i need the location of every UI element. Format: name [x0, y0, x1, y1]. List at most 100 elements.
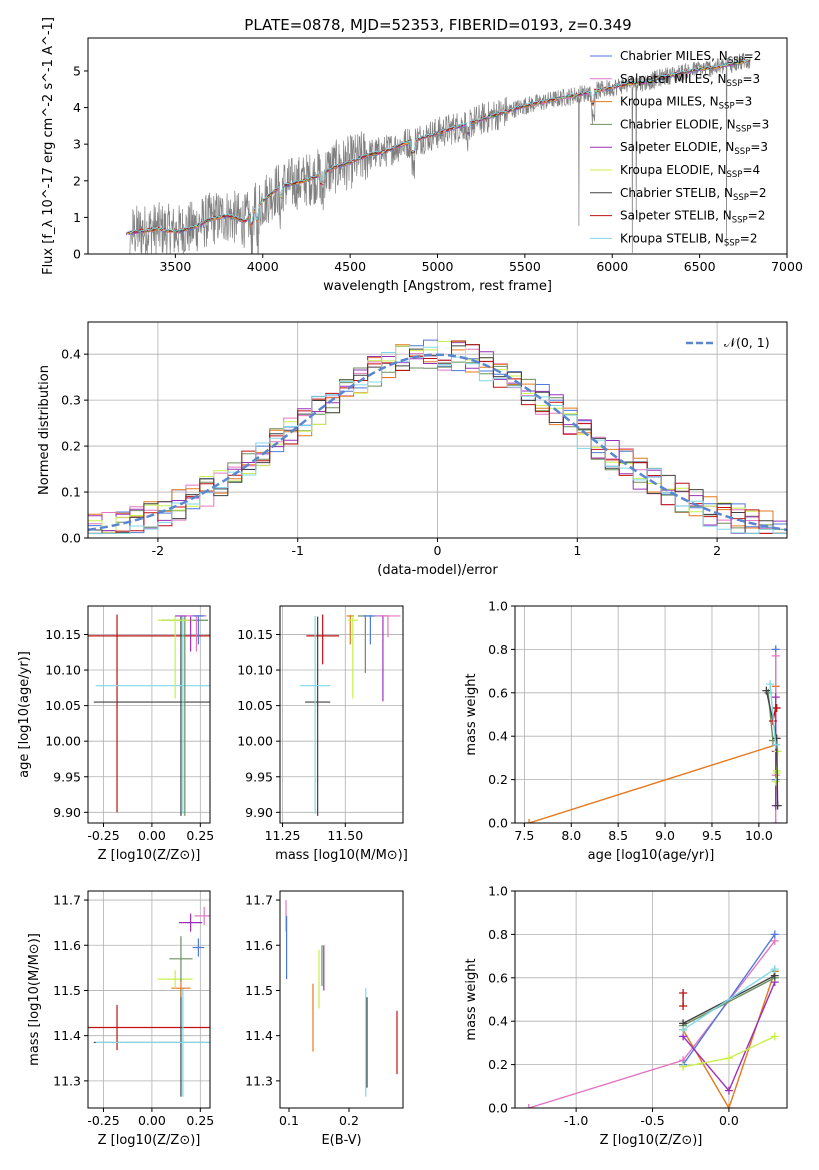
x-axis-label: mass [log10(M/M⊙)] [275, 848, 408, 863]
x-tick-label: 9.0 [655, 828, 675, 843]
y-tick-label: 0.0 [488, 1101, 508, 1116]
x-tick-label: 6000 [596, 259, 628, 274]
y-tick-label: 0.4 [488, 1014, 508, 1029]
y-tick-label: 9.90 [245, 805, 273, 820]
x-tick-label: 8.5 [608, 828, 628, 843]
axes-frame [514, 890, 788, 1109]
plot-area [88, 614, 210, 816]
y-tick-label: 10.00 [237, 734, 273, 749]
y-tick-label: 0.6 [488, 970, 508, 985]
frame: 0.1 0.2 11.3 11.4 11.5 11.6 11.7 E(B-V) [245, 890, 404, 1148]
point-marker [771, 777, 780, 786]
x-tick-label: 4000 [247, 259, 279, 274]
y-tick-label: 2 [73, 173, 81, 188]
y-tick-label: 0.3 [61, 393, 81, 408]
y-tick-label: 11.3 [53, 1073, 81, 1088]
y-tick-label: 11.5 [53, 983, 81, 998]
x-tick-label: 0.1 [279, 1113, 299, 1128]
y-tick-label: 10.00 [45, 734, 81, 749]
y-tick-label: 11.5 [245, 983, 273, 998]
axes-age-vs-Z: -0.25 0.00 0.25 9.90 9.95 10.00 10.05 10.10 10.1… [17, 605, 214, 863]
frame: 11.25 11.50 9.90 9.95 10.00 10.05 10.10 10.15 ma… [237, 605, 408, 863]
axes-spectrum: 3500 4000 4500 5000 5500 6000 6500 7000 0 1 2 3 4 5 wa… [41, 17, 803, 294]
x-tick-label: 6500 [684, 259, 716, 274]
y-tick-label: 4 [73, 100, 81, 115]
legend-label: Chabrier MILES, NSSP=2 [620, 49, 761, 66]
x-axis-label: wavelength [Angstrom, rest frame] [323, 279, 552, 294]
y-tick-label: 10.10 [237, 663, 273, 678]
x-tick-label: -1 [291, 543, 303, 558]
x-tick-label: 0 [434, 543, 442, 558]
point-marker [771, 819, 780, 823]
point-marker [771, 740, 780, 749]
point-marker [770, 965, 779, 974]
x-tick-label: -2 [152, 543, 164, 558]
point-marker [679, 1062, 688, 1071]
x-tick-label: -0.5 [640, 1113, 664, 1128]
y-tick-label: 0.8 [488, 642, 508, 657]
y-tick-label: 11.3 [245, 1073, 273, 1088]
point-marker [772, 734, 781, 743]
plot-area [88, 339, 787, 534]
point-marker [524, 1104, 533, 1108]
axes-age-vs-mass: 11.25 11.50 9.90 9.95 10.00 10.05 10.10 10.15 ma… [237, 605, 408, 863]
frame: -1.0 -0.5 0.0 0.0 0.2 0.4 0.6 0.8 1.0 Z [log10(Z/… [464, 884, 788, 1148]
y-axis-label: Flux [f_λ 10^-17 erg cm^-2 s^-1 A^-1] [41, 17, 56, 275]
x-axis-label: E(B-V) [321, 1133, 361, 1148]
x-tick-label: 1 [573, 543, 581, 558]
x-tick-label: -1.0 [564, 1113, 588, 1128]
x-tick-label: 0.2 [339, 1113, 359, 1128]
x-tick-label: 9.5 [702, 828, 722, 843]
figure-title: PLATE=0878, MJD=52353, FIBERID=0193, z=0… [244, 16, 631, 34]
y-tick-label: 11.6 [53, 938, 81, 953]
y-tick-label: 0.6 [488, 685, 508, 700]
frame: 3500 4000 4500 5000 5500 6000 6500 7000 0 1 2 3 4 5 wa… [41, 17, 803, 294]
point-marker [679, 1002, 688, 1011]
point-marker [771, 651, 780, 660]
x-tick-label: -0.25 [87, 1113, 119, 1128]
x-tick-label: 7000 [771, 259, 803, 274]
y-tick-label: 1.0 [488, 599, 508, 614]
x-tick-label: 2 [713, 543, 721, 558]
model-spectrum-line [126, 58, 751, 234]
y-tick-label: 10.10 [45, 663, 81, 678]
y-axis-label: Normed distribution [37, 365, 52, 495]
y-tick-label: 3 [73, 137, 81, 152]
y-tick-label: 5 [73, 63, 81, 78]
legend-label: Salpeter MILES, NSSP=3 [620, 72, 760, 89]
x-tick-label: 7.5 [514, 828, 534, 843]
x-tick-label: 8.0 [561, 828, 581, 843]
mass-weight-line [528, 686, 777, 823]
y-tick-label: 9.95 [53, 769, 81, 784]
y-tick-label: 10.15 [237, 627, 273, 642]
y-tick-label: 0 [73, 247, 81, 262]
y-tick-label: 1 [73, 210, 81, 225]
point-marker [770, 1032, 779, 1041]
axes-mass-weight-vs-Z: -1.0 -0.5 0.0 0.0 0.2 0.4 0.6 0.8 1.0 Z [log10(Z/… [464, 884, 788, 1148]
axes-frame [514, 605, 788, 824]
point-marker [772, 703, 781, 712]
point-marker [766, 680, 775, 689]
x-axis-label: Z [log10(Z/Z⊙)] [98, 848, 201, 863]
axes-frame [279, 605, 404, 824]
y-axis-label: mass [log10(M/M⊙)] [27, 933, 42, 1066]
x-tick-label: 0.0 [719, 1113, 739, 1128]
x-tick-label: 5500 [509, 259, 541, 274]
x-tick-label: 0.25 [186, 828, 214, 843]
x-tick-label: 10.0 [745, 828, 773, 843]
point-marker [771, 693, 780, 702]
x-tick-label: -0.25 [87, 828, 119, 843]
y-axis-label: age [log10(age/yr)] [17, 651, 32, 778]
plot-area [525, 645, 782, 823]
point-marker [773, 801, 782, 810]
legend-label: Kroupa STELIB, NSSP=2 [620, 231, 758, 248]
axes-mass-weight-vs-age: 7.5 8.0 8.5 9.0 9.5 10.0 0.0 0.2 0.4 0.6 0.8 1.0 age… [464, 599, 788, 863]
y-tick-label: 9.90 [53, 805, 81, 820]
x-axis-label: Z [log10(Z/Z⊙)] [98, 1133, 201, 1148]
y-axis-label: mass weight [464, 958, 479, 1040]
frame: -0.25 0.00 0.25 11.3 11.4 11.5 11.6 11.7 Z [log1… [27, 890, 214, 1148]
y-tick-label: 9.95 [245, 769, 273, 784]
plot-area [88, 906, 210, 1097]
y-tick-label: 10.05 [45, 698, 81, 713]
y-tick-label: 11.4 [245, 1028, 273, 1043]
